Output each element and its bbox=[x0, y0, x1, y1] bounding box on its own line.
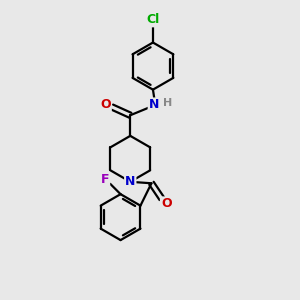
Text: Cl: Cl bbox=[146, 14, 160, 26]
Text: N: N bbox=[148, 98, 159, 111]
Text: H: H bbox=[163, 98, 172, 109]
Text: O: O bbox=[161, 197, 172, 210]
Text: N: N bbox=[125, 175, 136, 188]
Text: F: F bbox=[101, 173, 109, 186]
Text: O: O bbox=[100, 98, 111, 111]
